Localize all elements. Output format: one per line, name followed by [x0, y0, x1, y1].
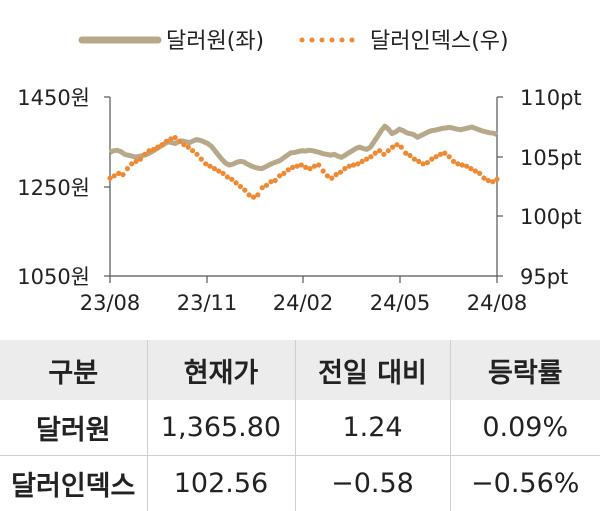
exchange-rate-chart: 달러원(좌) 달러인덱스(우) 1450원 1250원 1050원 110pt …: [0, 0, 600, 340]
dxy-series-point: [307, 166, 312, 171]
current-price-cell: 1,365.80: [147, 400, 295, 456]
dxy-series-point: [216, 168, 221, 173]
dxy-series-point: [138, 157, 143, 162]
dxy-series-point: [407, 153, 412, 158]
right-axis-ticks: 110pt 105pt 100pt 95pt: [497, 86, 582, 289]
right-tick-label: 95pt: [520, 265, 568, 289]
dxy-series-point: [164, 139, 169, 144]
dxy-series-point: [112, 173, 117, 178]
dxy-series-point: [177, 139, 182, 144]
dxy-series-point: [368, 154, 373, 159]
dxy-series-point: [342, 166, 347, 171]
dxy-series-point: [351, 162, 356, 167]
dxy-series-point: [238, 184, 243, 189]
column-header-day-change: 전일 대비: [295, 340, 450, 400]
dxy-series-point: [494, 177, 499, 182]
summary-table: 구분 현재가 전일 대비 등락률 달러원 1,365.80 1.24 0.09%…: [0, 340, 600, 511]
x-axis-ticks: 23/08 23/11 24/02 24/05 24/08: [80, 276, 528, 315]
series-layer: [107, 126, 499, 200]
plot-frame: [110, 97, 497, 276]
left-tick-label: 1050원: [17, 265, 90, 289]
dxy-series-point: [373, 151, 378, 156]
dxy-series-point: [194, 152, 199, 157]
right-tick-label: 110pt: [520, 86, 582, 110]
legend-label-usdkrw: 달러원(좌): [166, 29, 264, 54]
dxy-series-point: [221, 171, 226, 176]
dxy-series-point: [360, 159, 365, 164]
dxy-series-point: [321, 168, 326, 173]
dxy-series-point: [186, 145, 191, 150]
dxy-series-point: [325, 173, 330, 178]
dxy-series-point: [173, 135, 178, 140]
x-tick-label: 24/02: [273, 291, 334, 315]
dxy-series-point: [460, 162, 465, 167]
dxy-series-point: [234, 180, 239, 185]
row-label: 달러인덱스: [0, 456, 147, 511]
dxy-series-point: [155, 145, 160, 150]
dxy-series-point: [129, 161, 134, 166]
table-row: 달러원 1,365.80 1.24 0.09%: [0, 400, 600, 456]
dxy-series-point: [190, 148, 195, 153]
dxy-series-point: [299, 162, 304, 167]
dxy-series-point: [264, 183, 269, 188]
dxy-series-point: [181, 142, 186, 147]
dxy-series-point: [120, 172, 125, 177]
dxy-series-point: [160, 142, 165, 147]
dxy-series-point: [434, 154, 439, 159]
dxy-series-point: [486, 178, 491, 183]
dxy-series-point: [386, 148, 391, 153]
dxy-series-point: [255, 192, 260, 197]
right-tick-label: 105pt: [520, 146, 582, 170]
dxy-series-point: [425, 160, 430, 165]
dxy-series-point: [442, 151, 447, 156]
dxy-series-point: [468, 166, 473, 171]
table-header-row: 구분 현재가 전일 대비 등락률: [0, 340, 600, 400]
dxy-series-point: [390, 145, 395, 150]
x-tick-label: 24/08: [467, 291, 528, 315]
table-row: 달러인덱스 102.56 −0.58 −0.56%: [0, 456, 600, 511]
dxy-series-point: [447, 154, 452, 159]
x-tick-label: 23/11: [177, 291, 238, 315]
current-price-cell: 102.56: [147, 456, 295, 511]
dxy-series-point: [273, 178, 278, 183]
dxy-series-point: [377, 148, 382, 153]
left-tick-label: 1450원: [17, 86, 90, 110]
change-rate-cell: −0.56%: [450, 456, 600, 511]
dxy-series-point: [147, 148, 152, 153]
dxy-series-point: [338, 170, 343, 175]
dxy-series-point: [281, 171, 286, 176]
column-header-current-price: 현재가: [147, 340, 295, 400]
legend-label-dxy: 달러인덱스(우): [370, 29, 509, 54]
x-tick-label: 23/08: [80, 291, 141, 315]
dxy-series-point: [229, 177, 234, 182]
x-tick-label: 24/05: [370, 291, 431, 315]
day-change-cell: −0.58: [295, 456, 450, 511]
dxy-series-point: [225, 174, 230, 179]
dxy-series-point: [399, 145, 404, 150]
dxy-series-point: [334, 172, 339, 177]
dxy-series-point: [247, 192, 252, 197]
column-header-category: 구분: [0, 340, 147, 400]
dxy-series-point: [477, 171, 482, 176]
chart-legend: 달러원(좌) 달러인덱스(우): [82, 29, 509, 54]
left-tick-label: 1250원: [17, 176, 90, 200]
row-label: 달러원: [0, 400, 147, 456]
dxy-series-point: [329, 176, 334, 181]
dxy-series-point: [142, 152, 147, 157]
dxy-series-point: [125, 166, 130, 171]
dxy-series-point: [451, 159, 456, 164]
dxy-series-point: [381, 152, 386, 157]
dxy-series-point: [316, 162, 321, 167]
usdkrw-series-line: [110, 126, 497, 169]
dxy-series-point: [416, 159, 421, 164]
dxy-series-point: [242, 188, 247, 193]
dxy-series-point: [199, 157, 204, 162]
left-axis-ticks: 1450원 1250원 1050원: [17, 86, 110, 289]
change-rate-cell: 0.09%: [450, 400, 600, 456]
dxy-series-point: [290, 165, 295, 170]
column-header-change-rate: 등락률: [450, 340, 600, 400]
day-change-cell: 1.24: [295, 400, 450, 456]
dxy-series-point: [207, 164, 212, 169]
right-tick-label: 100pt: [520, 205, 582, 229]
